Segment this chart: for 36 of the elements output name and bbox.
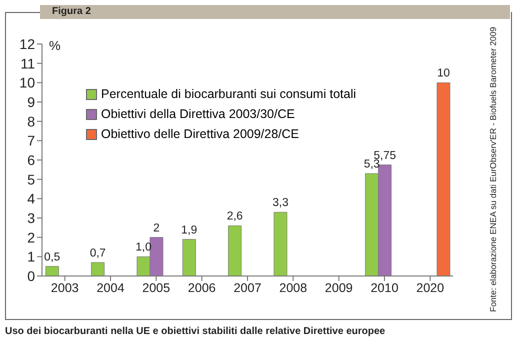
y-tick-label: 2 <box>27 229 36 246</box>
y-tick-label: 0 <box>27 268 36 284</box>
y-tick-label: 7 <box>27 132 36 149</box>
data-label: 2 <box>153 222 160 234</box>
x-tick-label: 2020 <box>416 280 444 295</box>
y-tick-label: 11 <box>20 55 36 72</box>
x-tick-label: 2009 <box>324 280 353 295</box>
y-tick-label: 4 <box>27 190 36 207</box>
data-label: 0,7 <box>90 247 106 260</box>
y-tick-label: 8 <box>27 113 36 130</box>
legend-label: Obiettivo delle Direttiva 2009/28/CE <box>101 127 300 141</box>
y-axis-title: % <box>49 38 61 54</box>
y-tick-label: 12 <box>19 36 36 52</box>
x-tick-label: 2004 <box>96 280 124 295</box>
x-tick-label: 2010 <box>370 280 398 295</box>
x-tick-label: 2007 <box>234 280 262 295</box>
source-note: Fonte: elaborazione ENEA su dati EurObserv'ER - Biofuels Barometer 2009 <box>488 26 499 312</box>
y-tick-label: 1 <box>27 248 36 265</box>
data-label: 1,9 <box>181 224 198 236</box>
data-label: 0,5 <box>44 251 60 264</box>
y-tick-label: 3 <box>27 210 36 226</box>
y-tick-label: 5 <box>27 171 36 188</box>
x-tick-label: 2006 <box>188 280 216 295</box>
y-tick-label: 9 <box>27 94 36 110</box>
chart-title: Figura 2 <box>40 5 510 19</box>
data-label: 3,3 <box>272 197 288 210</box>
legend-label: Percentuale di biocarburanti sui consumi totali <box>101 87 356 101</box>
data-label: 10 <box>437 68 450 80</box>
x-tick-label: 2003 <box>50 280 79 295</box>
y-tick-label: 6 <box>27 152 36 168</box>
text: Uso dei biocarburanti nella UE e obiettivi stabiliti dalle relative Direttive europee <box>5 326 386 337</box>
data-label: 2,6 <box>226 210 243 223</box>
y-tick-label: 10 <box>19 74 36 91</box>
x-tick-label: 2005 <box>142 280 170 295</box>
legend-label: Obiettivi della Direttiva 2003/30/CE <box>101 107 295 121</box>
x-tick-label: 2008 <box>279 280 308 295</box>
